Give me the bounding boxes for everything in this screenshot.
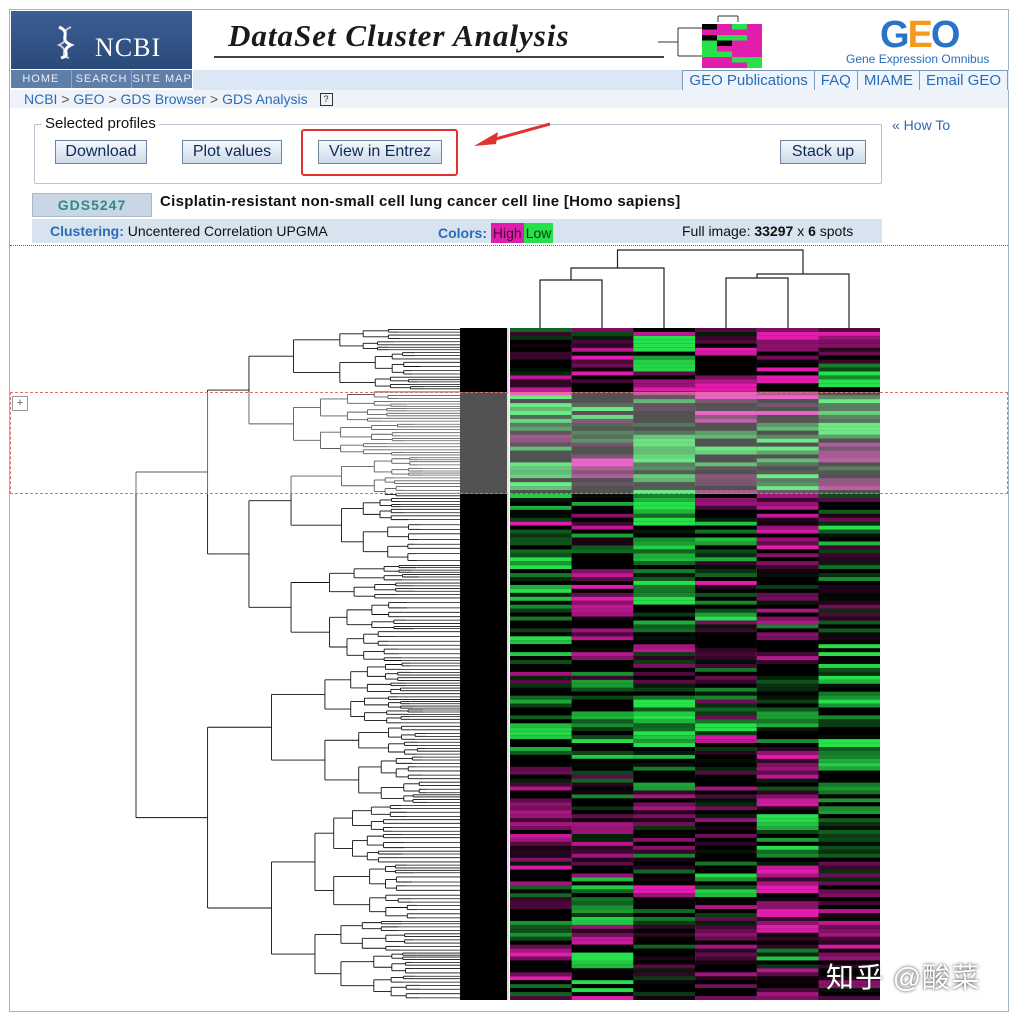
- crumb-ncbi[interactable]: NCBI: [24, 91, 58, 107]
- colors-label: Colors:: [438, 225, 487, 241]
- link-miame[interactable]: MIAME: [856, 70, 920, 91]
- crumb-geo[interactable]: GEO: [73, 91, 105, 107]
- how-to-link[interactable]: « How To: [892, 117, 951, 133]
- nav-site-map[interactable]: SITE MAP: [132, 73, 192, 85]
- banner-underline: [214, 56, 664, 58]
- nav-search[interactable]: SEARCH: [72, 70, 133, 88]
- link-email-geo[interactable]: Email GEO: [918, 70, 1008, 91]
- clustering-value: Uncentered Correlation UPGMA: [127, 223, 328, 239]
- dataset-title: Cisplatin-resistant non-small cell lung …: [160, 193, 681, 210]
- geo-subtitle: Gene Expression Omnibus: [846, 52, 990, 66]
- crumb-gds-browser[interactable]: GDS Browser: [120, 91, 207, 107]
- download-button[interactable]: Download: [55, 140, 147, 164]
- annotation-highlight-box: [301, 129, 458, 176]
- watermark: 知乎 @酸菜: [826, 962, 981, 993]
- clustering-info: Clustering: Uncentered Correlation UPGMA: [50, 223, 328, 239]
- full-image-rows: 33297: [754, 223, 794, 239]
- breadcrumb: NCBI > GEO > GDS Browser > GDS Analysis …: [24, 91, 333, 107]
- link-faq[interactable]: FAQ: [813, 70, 858, 91]
- dotted-divider: [10, 245, 1008, 246]
- colors-legend: Colors: High Low: [438, 223, 554, 243]
- crumb-separator: >: [209, 91, 219, 107]
- heatmap-grid: [510, 328, 880, 1000]
- stack-up-button[interactable]: Stack up: [780, 140, 866, 164]
- full-image-unit: spots: [819, 223, 854, 239]
- ncbi-helix-icon: [56, 25, 75, 59]
- row-dendrogram: [135, 329, 460, 999]
- full-image-label: Full image:: [682, 223, 751, 239]
- selection-region[interactable]: [10, 392, 1008, 494]
- crumb-separator: >: [61, 91, 70, 107]
- mini-heatmap-graphic: [658, 15, 762, 68]
- geo-logo[interactable]: GEO: [880, 14, 960, 56]
- breadcrumb-bar: [10, 90, 1008, 108]
- full-image-x: x: [797, 223, 805, 239]
- clustering-label: Clustering:: [50, 223, 124, 239]
- view-in-entrez-button[interactable]: View in Entrez: [318, 140, 442, 164]
- help-icon[interactable]: ?: [319, 93, 333, 106]
- color-high-chip: High: [490, 223, 524, 243]
- top-links: GEO Publications FAQ MIAME Email GEO: [682, 70, 1008, 91]
- ncbi-nav: HOME SEARCH SITE MAP: [11, 70, 192, 88]
- selected-profiles-legend: Selected profiles: [42, 115, 159, 132]
- full-image-info: Full image: 33297 x 6 spots: [682, 223, 853, 239]
- selected-profiles-group: [34, 124, 882, 184]
- crumb-separator: >: [108, 91, 117, 107]
- ncbi-logo[interactable]: NCBI: [11, 11, 192, 69]
- ncbi-logo-text: NCBI: [95, 33, 162, 62]
- column-dendrogram: [539, 249, 850, 328]
- full-image-cols: 6: [808, 223, 816, 239]
- cluster-heatmap[interactable]: [130, 248, 880, 1000]
- banner-title: DataSet Cluster Analysis: [228, 18, 570, 53]
- nav-home[interactable]: HOME: [11, 70, 72, 88]
- link-geo-publications[interactable]: GEO Publications: [682, 70, 815, 91]
- red-arrow-icon: [474, 122, 551, 146]
- color-low-chip: Low: [523, 223, 554, 243]
- dendrogram-leaf-block: [460, 328, 508, 1000]
- crumb-gds-analysis[interactable]: GDS Analysis: [222, 91, 308, 107]
- gds-id-tab[interactable]: GDS5247: [32, 193, 152, 217]
- plus-icon[interactable]: +: [12, 396, 28, 411]
- info-bar: [32, 219, 882, 243]
- plot-values-button[interactable]: Plot values: [182, 140, 282, 164]
